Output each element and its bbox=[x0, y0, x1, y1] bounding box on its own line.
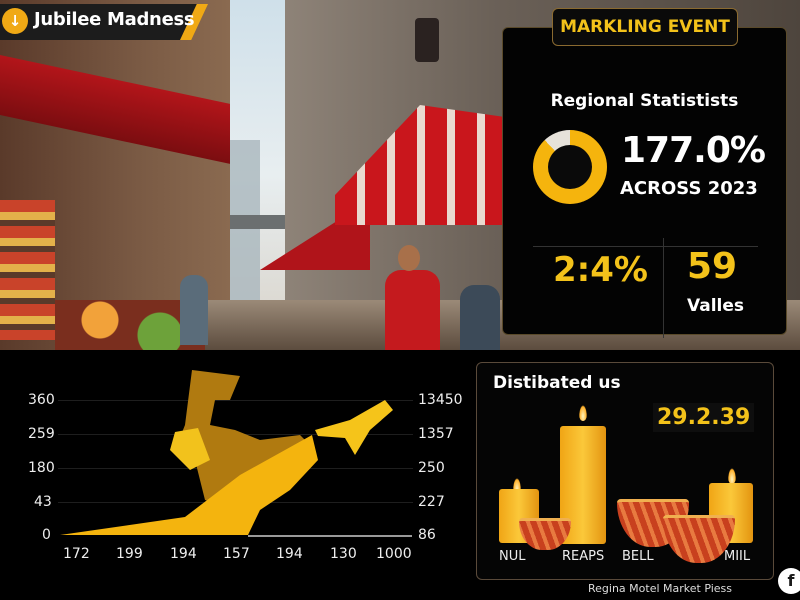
bystander-person bbox=[460, 285, 500, 350]
divider-vertical bbox=[663, 238, 664, 338]
stats-card: Regional Statistists 177.0% ACROSS 2023 … bbox=[502, 27, 787, 338]
left-tick: 259 bbox=[28, 426, 55, 442]
map-north bbox=[175, 370, 310, 505]
title-banner bbox=[0, 4, 205, 40]
flame-icon bbox=[728, 468, 736, 484]
fruit-stall bbox=[55, 300, 205, 350]
street-lamp bbox=[415, 18, 439, 62]
x-tick: 1000 bbox=[376, 546, 412, 562]
gridline bbox=[58, 400, 413, 401]
x-tick: 172 bbox=[63, 546, 90, 562]
main-value: 177.0% bbox=[621, 130, 766, 171]
skybridge bbox=[215, 215, 305, 229]
item-label: REAPS bbox=[562, 549, 605, 564]
event-badge: MARKLING EVENT bbox=[552, 8, 738, 46]
india-map-area bbox=[60, 370, 412, 537]
right-tick: 13450 bbox=[418, 392, 463, 408]
left-tick: 0 bbox=[42, 527, 51, 543]
main-caption: ACROSS 2023 bbox=[620, 178, 758, 199]
x-tick: 199 bbox=[116, 546, 143, 562]
shopper-head bbox=[398, 245, 420, 271]
page-title: Jubilee Madness bbox=[34, 9, 195, 30]
item-label: NUL bbox=[499, 549, 526, 564]
flame-icon bbox=[513, 478, 521, 494]
donut-gauge bbox=[533, 130, 607, 204]
right-stat-value: 59 bbox=[687, 246, 738, 287]
x-tick: 194 bbox=[276, 546, 303, 562]
map-northeast bbox=[315, 400, 393, 455]
right-tick: 250 bbox=[418, 460, 445, 476]
x-tick: 130 bbox=[330, 546, 357, 562]
vendor-person bbox=[180, 275, 208, 345]
distributed-title: Distibated us bbox=[493, 373, 621, 393]
shopper-person bbox=[385, 270, 440, 350]
flame-icon bbox=[579, 405, 587, 421]
distributed-value: 29.2.39 bbox=[653, 403, 755, 432]
right-tick: 86 bbox=[418, 527, 436, 543]
goods-shelf bbox=[0, 200, 55, 340]
divider bbox=[533, 246, 758, 247]
left-tick: 43 bbox=[34, 494, 52, 510]
right-stat-caption: Valles bbox=[687, 296, 745, 316]
x-tick: 194 bbox=[170, 546, 197, 562]
item-label: BELL bbox=[622, 549, 654, 564]
right-tick: 227 bbox=[418, 494, 445, 510]
facebook-icon[interactable]: f bbox=[778, 568, 800, 594]
left-stat-value: 2:4% bbox=[553, 250, 648, 290]
x-tick: 157 bbox=[223, 546, 250, 562]
stats-heading: Regional Statistists bbox=[550, 91, 739, 111]
helmet-icon bbox=[548, 145, 592, 189]
left-tick: 180 bbox=[28, 460, 55, 476]
diya-bowl bbox=[519, 518, 571, 550]
distributed-card: Distibated us 29.2.39 NUL REAPS BELL MII… bbox=[476, 362, 774, 580]
item-label: MIIL bbox=[724, 549, 751, 564]
right-tick: 1357 bbox=[418, 426, 454, 442]
map-area-fill bbox=[60, 435, 318, 535]
diya-icon: ↓ bbox=[2, 8, 28, 34]
left-tick: 360 bbox=[28, 392, 55, 408]
footer-credit: Regina Motel Market Piess bbox=[588, 582, 733, 595]
map-west bbox=[170, 428, 210, 470]
